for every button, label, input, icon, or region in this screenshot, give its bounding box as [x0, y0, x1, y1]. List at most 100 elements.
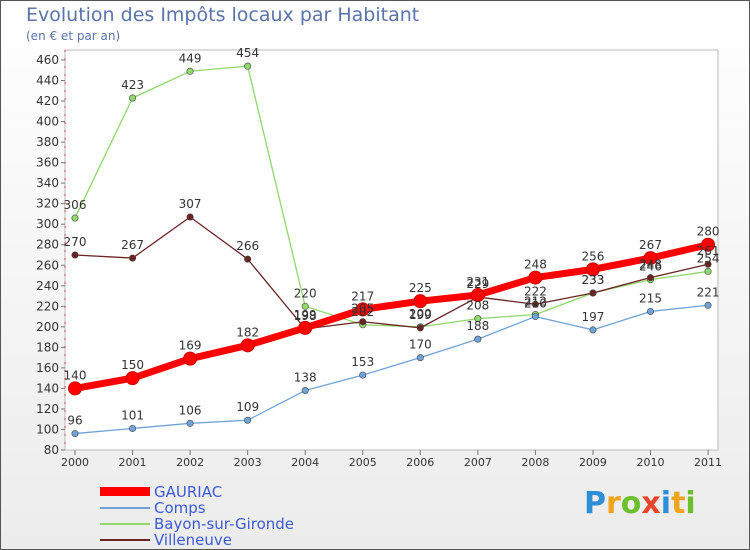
y-tick-label: 80: [44, 443, 59, 457]
x-tick-label: 2005: [349, 456, 377, 469]
x-tick-label: 2004: [291, 456, 319, 469]
data-label: 106: [179, 403, 202, 417]
data-point: [585, 262, 600, 277]
y-tick-label: 200: [36, 320, 59, 334]
data-label: 229: [466, 277, 489, 291]
data-point: [359, 318, 367, 326]
data-label: 205: [351, 302, 374, 316]
data-label: 225: [409, 281, 432, 295]
y-tick-label: 180: [36, 340, 59, 354]
data-point: [474, 315, 482, 323]
data-label: 220: [294, 286, 317, 300]
logo-letter: P: [584, 486, 606, 521]
data-label: 267: [639, 238, 662, 252]
x-tick-label: 2003: [234, 456, 262, 469]
logo-letter: r: [606, 486, 621, 521]
y-tick-label: 220: [36, 299, 59, 313]
data-label: 208: [466, 299, 489, 313]
data-point: [129, 424, 137, 432]
legend-label: Bayon-sur-Gironde: [154, 515, 295, 533]
y-tick-label: 320: [36, 197, 59, 211]
data-label: 182: [236, 325, 259, 339]
data-label: 266: [236, 239, 259, 253]
data-label: 188: [466, 319, 489, 333]
data-label: 222: [524, 284, 547, 298]
plot-area: [64, 49, 719, 451]
data-point: [71, 214, 79, 222]
data-label: 280: [697, 225, 720, 239]
data-label: 150: [121, 358, 144, 372]
y-tick-label: 400: [36, 115, 59, 129]
data-label: 261: [697, 244, 720, 258]
data-label: 96: [67, 414, 82, 428]
data-point: [298, 320, 313, 335]
x-tick-label: 2010: [637, 456, 665, 469]
data-point: [531, 313, 539, 321]
data-point: [646, 307, 654, 315]
data-point: [301, 386, 309, 394]
data-point: [704, 301, 712, 309]
data-point: [470, 288, 485, 303]
legend-item-bayon: Bayon-sur-Gironde: [100, 515, 360, 533]
data-point: [416, 324, 424, 332]
series-line-gauriac: [74, 241, 709, 392]
y-tick-label: 120: [36, 402, 59, 416]
data-label: 254: [697, 251, 720, 265]
data-label: 423: [121, 78, 144, 92]
data-label: 200: [409, 307, 432, 321]
data-point: [71, 251, 79, 259]
data-point: [528, 270, 543, 285]
data-label: 231: [466, 275, 489, 289]
logo-letter: t: [671, 486, 686, 521]
chart-title: Evolution des Impôts locaux par Habitant: [26, 4, 420, 26]
data-point: [129, 94, 137, 102]
legend-swatch-comps: [100, 507, 150, 509]
data-label: 267: [121, 238, 144, 252]
y-tick-label: 280: [36, 238, 59, 252]
data-label: 169: [179, 339, 202, 353]
x-tick-label: 2000: [61, 456, 89, 469]
data-label: 138: [294, 370, 317, 384]
legend-item-villeneuve: Villeneuve: [100, 531, 360, 549]
data-point: [704, 267, 712, 275]
legend-swatch-villeneuve: [100, 539, 150, 541]
x-tick-label: 2001: [119, 456, 147, 469]
x-tick-label: 2006: [406, 456, 434, 469]
y-tick-label: 360: [36, 156, 59, 170]
legend-label: Villeneuve: [154, 531, 233, 549]
y-tick-label: 240: [36, 279, 59, 293]
data-label: 198: [294, 309, 317, 323]
data-point: [244, 416, 252, 424]
series-line-villeneuve: [74, 216, 709, 330]
data-label: 109: [236, 400, 259, 414]
data-point: [244, 255, 252, 263]
y-tick-label: 440: [36, 74, 59, 88]
data-label: 307: [179, 197, 202, 211]
legend-item-gauriac: GAURIAC: [100, 483, 360, 501]
data-label: 246: [639, 260, 662, 274]
data-point: [68, 381, 82, 396]
data-point: [413, 294, 428, 309]
x-tick-label: 2009: [579, 456, 607, 469]
data-label: 197: [581, 310, 604, 324]
data-point: [643, 251, 658, 266]
y-tick-label: 340: [36, 176, 59, 190]
data-label: 248: [639, 258, 662, 272]
logo-letter: i: [660, 486, 672, 521]
data-label: 306: [64, 198, 87, 212]
data-label: 212: [524, 295, 547, 309]
data-point: [589, 326, 597, 334]
legend-swatch-gauriac: [100, 487, 150, 496]
data-label: 221: [697, 285, 720, 299]
data-label: 454: [236, 46, 259, 60]
data-label: 217: [351, 289, 374, 303]
data-label: 153: [351, 355, 374, 369]
y-tick-label: 140: [36, 381, 59, 395]
data-point: [701, 237, 716, 252]
data-point: [355, 302, 370, 317]
y-tick-label: 160: [36, 361, 59, 375]
data-label: 199: [409, 308, 432, 322]
logo-letter: x: [641, 486, 661, 521]
y-tick-label: 420: [36, 94, 59, 108]
